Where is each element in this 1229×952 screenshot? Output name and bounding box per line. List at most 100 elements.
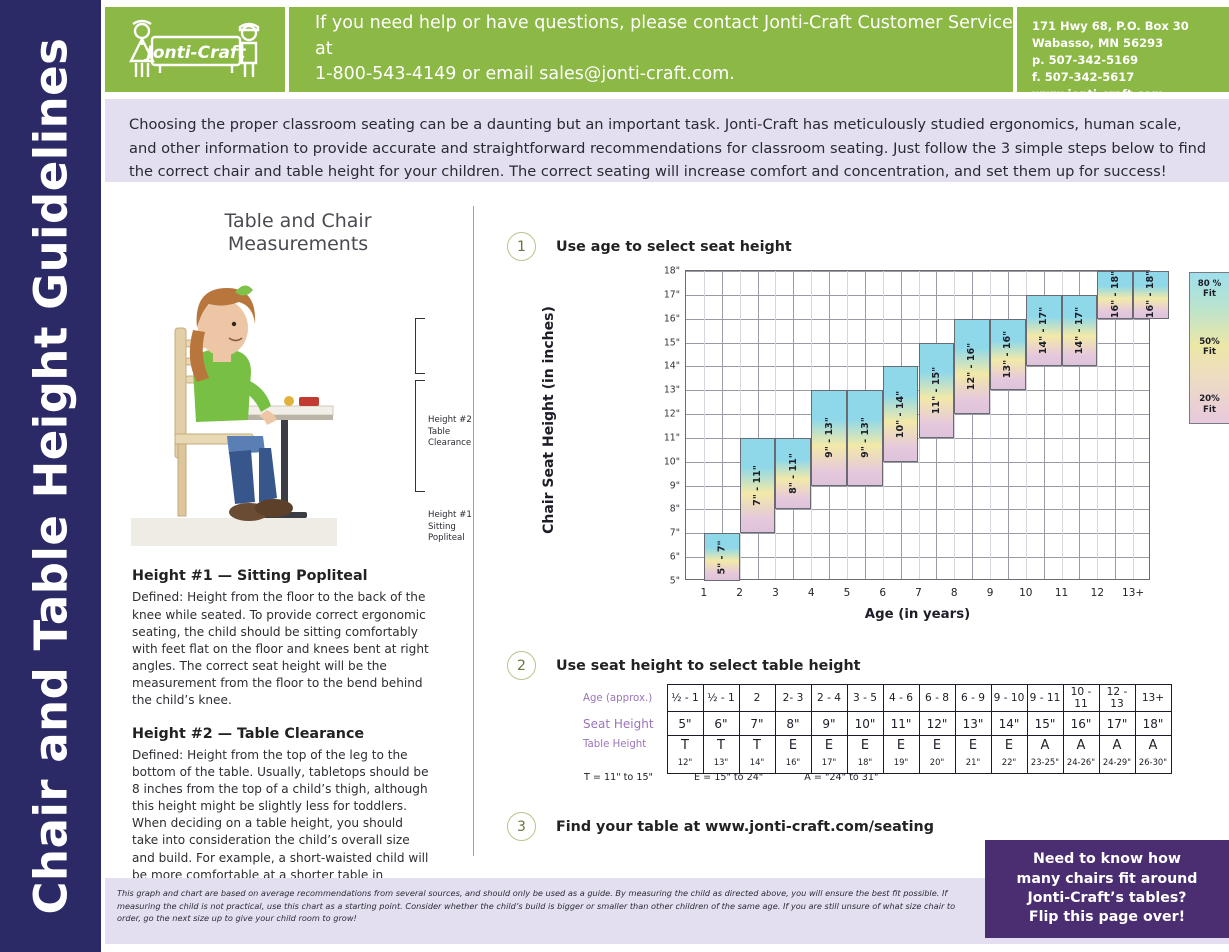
chart-bar: 10" - 14" <box>882 366 919 462</box>
annotation-height2-line1: Height #2 <box>428 415 472 426</box>
cell-table-height: E 22" <box>990 735 1028 774</box>
jonti-craft-logo-icon: Jonti-Craft <box>129 19 260 77</box>
step-2-number: 2 <box>507 651 536 680</box>
header-bar: Jonti-Craft If you need help or have que… <box>105 7 1229 101</box>
page-spine: Chair and Table Height Guidelines <box>0 0 101 952</box>
cell-table-height: E 17" <box>810 735 848 774</box>
cell-table-code: E <box>1004 738 1014 753</box>
cell-table-value: 21" <box>965 756 981 767</box>
chart-x-tick: 13+ <box>1122 587 1145 599</box>
cell-table-value: 24-26" <box>1066 756 1096 767</box>
cell-table-code: A <box>1076 738 1086 753</box>
header-contact: If you need help or have questions, plea… <box>289 7 1013 92</box>
address-street: 171 Hwy 68, P.O. Box 30 <box>1032 19 1189 33</box>
chart-plot-area: 5" 6" 7" 8" 9" 10" 11" 12" 13" 14" 15" 16" 17" 18" 1 2 3… <box>664 266 1169 599</box>
svg-text:Jonti-Craft: Jonti-Craft <box>144 43 247 63</box>
step-2: 2 Use seat height to select table height <box>507 651 861 680</box>
legend-20-line2: Fit <box>1203 404 1216 415</box>
height1-body: Defined: Height from the floor to the ba… <box>132 590 429 708</box>
chart-x-tick: 5 <box>843 587 851 599</box>
chart-x-tick: 6 <box>879 587 887 599</box>
chart-bar: 9" - 13" <box>846 390 883 486</box>
annotation-height1-line1: Height #1 <box>428 510 472 521</box>
cell-table-code: T <box>717 738 725 753</box>
cell-table-value: 23-25" <box>1030 756 1060 767</box>
chart-bar: 14" - 17" <box>1061 294 1098 367</box>
chart-bar-label: 12" - 16" <box>966 342 978 391</box>
cell-table-value: 22" <box>1001 756 1017 767</box>
address-city: Wabasso, MN 56293 <box>1032 35 1164 50</box>
cell-table-height: T 14" <box>738 735 776 774</box>
cell-table-height: E 19" <box>882 735 920 774</box>
row-label-seat-height: Seat Height <box>582 711 667 736</box>
cell-table-value: 26-30" <box>1138 756 1168 767</box>
chart-y-tick: 18" <box>663 265 680 277</box>
cell-table-code: T <box>753 738 761 753</box>
cell-age: 6 - 8 <box>918 684 956 712</box>
footer-disclaimer: This graph and chart are based on averag… <box>105 878 971 944</box>
cell-seat-height: 8" <box>774 711 812 736</box>
cell-age: 9 - 10 <box>990 684 1028 712</box>
cell-table-code: E <box>788 738 798 753</box>
chart-bar-label: 5" - 7" <box>716 540 728 575</box>
cell-age: 2 - 4 <box>810 684 848 712</box>
chart-gridline-h <box>686 461 1149 463</box>
annotation-height1: Height #1 Sitting Popliteal <box>428 510 473 544</box>
address-phone: p. 507-342-5169 <box>1032 52 1139 67</box>
chart-bar-label: 8" - 11" <box>787 453 799 495</box>
step-3-label[interactable]: Find your table at www.jonti-craft.com/s… <box>556 818 934 835</box>
chart-bar: 5" - 7" <box>703 533 740 581</box>
cell-table-value: 13" <box>713 756 729 767</box>
measurements-title: Table and Chair Measurements <box>123 210 473 256</box>
chart-y-tick: 8" <box>669 503 680 515</box>
chart-x-tick: 8 <box>950 587 958 599</box>
cell-table-code: E <box>824 738 834 753</box>
chart-bar: 11" - 15" <box>918 342 955 438</box>
cell-table-value: 19" <box>893 756 909 767</box>
vertical-divider <box>473 206 474 856</box>
cell-age: 10 - 11 <box>1062 684 1100 712</box>
chart-gridline-v-minor <box>990 271 992 579</box>
cell-age: 13+ <box>1134 684 1172 712</box>
chart-bar-label: 7" - 11" <box>752 465 764 506</box>
legend-50-line2: Fit <box>1203 347 1216 357</box>
row-label-table-height: Table Height <box>582 735 667 774</box>
address-website[interactable]: www.jonti-craft.com <box>1032 86 1164 101</box>
legend-entry-50: 50% Fit <box>1190 337 1229 358</box>
cell-table-height: T 12" <box>666 735 704 774</box>
flip-page-callout: Need to know how many chairs fit around … <box>985 840 1229 938</box>
chart-bar: 9" - 13" <box>811 390 847 486</box>
chart-gridline-h <box>686 485 1149 487</box>
step-1-label: Use age to select seat height <box>556 238 792 255</box>
step-3: 3 Find your table at www.jonti-craft.com… <box>507 812 934 841</box>
cell-seat-height: 10" <box>846 711 884 736</box>
annotation-height1-line2: Sitting Popliteal <box>428 521 465 543</box>
flip-line-4: Flip this page over! <box>1028 909 1186 926</box>
chart-gridline-v <box>793 271 795 579</box>
chart-x-tick: 4 <box>807 587 815 599</box>
chart-bar: 16" - 18" <box>1133 271 1169 319</box>
left-column: Table and Chair Measurements <box>123 200 473 901</box>
annotation-height2-line2: Table Clearance <box>428 426 472 448</box>
table-key-a: A = "24" to 31" <box>804 772 879 783</box>
chart-bar: 16" - 18" <box>1097 271 1134 319</box>
bracket-sitting-popliteal <box>415 380 425 493</box>
chart-gridline-v-minor <box>954 271 956 579</box>
cell-table-height: A 24-26" <box>1062 735 1100 774</box>
cell-table-code: E <box>860 738 870 753</box>
cell-age: 9 - 11 <box>1026 684 1064 712</box>
cell-table-value: 18" <box>857 756 873 767</box>
cell-seat-height: 7" <box>738 711 776 736</box>
chart-gridline-v <box>1115 271 1117 579</box>
step-1-number: 1 <box>507 232 536 261</box>
chart-y-tick: 14" <box>663 360 680 372</box>
chart-x-tick: 7 <box>915 587 922 599</box>
page-title: Chair and Table Height Guidelines <box>24 37 77 915</box>
cell-table-value: 17" <box>821 756 837 767</box>
cell-seat-height: 18" <box>1134 711 1172 736</box>
bracket-table-clearance <box>415 318 425 375</box>
legend-80-line1: 80 % <box>1197 279 1222 289</box>
chart-y-tick: 5" <box>669 575 680 587</box>
cell-age: 12 - 13 <box>1098 684 1136 712</box>
cell-seat-height: 11" <box>882 711 920 736</box>
